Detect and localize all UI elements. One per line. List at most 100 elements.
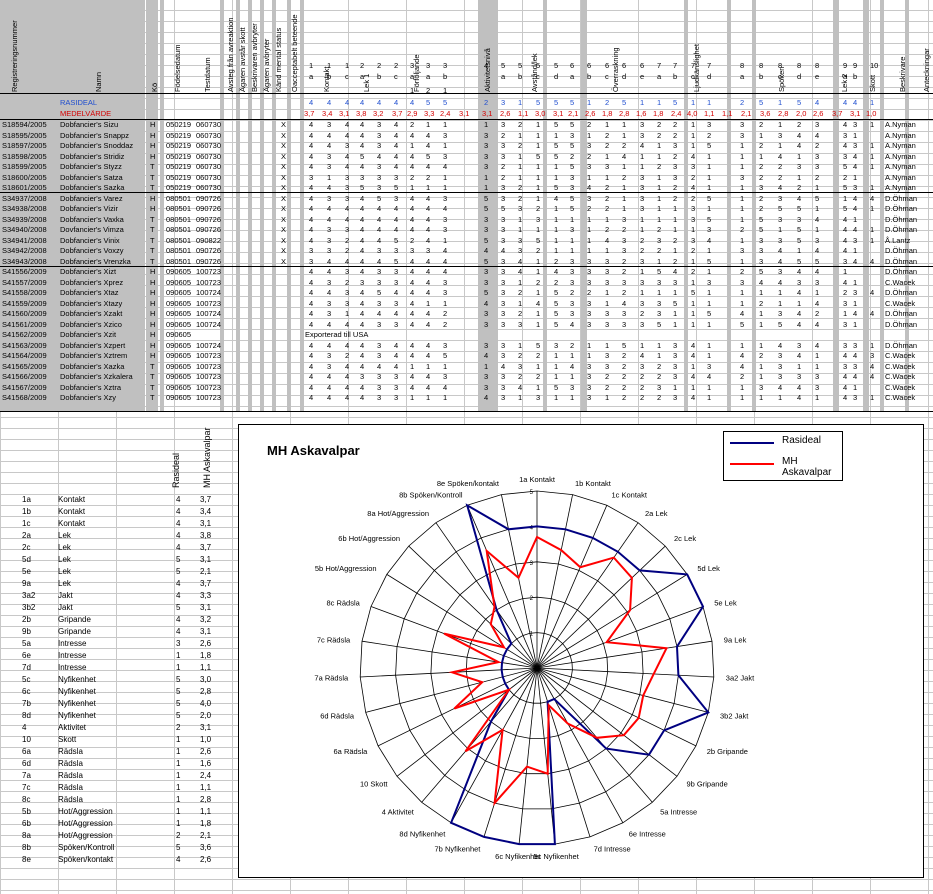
- summary-trait: Nyfikenhet: [58, 699, 96, 708]
- dog-score: 3: [570, 256, 575, 266]
- dog-score: 2: [691, 246, 696, 255]
- grey-column: [272, 0, 276, 412]
- dog-score: 1: [673, 246, 678, 255]
- dog-score: 3: [501, 256, 506, 266]
- summary-mh: 2,6: [200, 855, 212, 864]
- summary-row: 3a2 Jakt 4 3,3: [22, 590, 230, 602]
- dog-test-date: 100723: [196, 361, 222, 371]
- dog-score: 4: [778, 183, 783, 192]
- dog-score: 1: [870, 162, 875, 171]
- dog-score: 4: [360, 246, 365, 255]
- dog-score: 4: [360, 298, 365, 308]
- dog-score: 3: [501, 319, 506, 329]
- dog-score: 4: [870, 256, 875, 266]
- radar-category-label: 1a Kontakt: [519, 475, 556, 484]
- grey-column: [287, 0, 291, 412]
- dog-score: 1: [843, 267, 848, 276]
- dog-score: 4: [410, 151, 415, 161]
- dog-score: 4: [691, 151, 696, 161]
- radar-chart-box[interactable]: MH Askavalpar Rasideal MH Askavalpar 1a …: [238, 424, 924, 878]
- radar-grid-ring: [395, 525, 679, 810]
- dog-score: 3: [309, 172, 314, 182]
- dog-score: 3: [484, 141, 489, 150]
- dog-score: 3: [740, 277, 745, 287]
- dog-score: 4: [870, 361, 875, 371]
- dog-score: 3: [843, 151, 848, 161]
- dog-score: 1: [640, 225, 645, 234]
- summary-row: 3b2 Jakt 5 3,1: [22, 602, 230, 614]
- radar-spoke: [408, 545, 538, 669]
- dog-mental-status: X: [281, 130, 287, 140]
- header-label: Anteckningar: [922, 48, 931, 92]
- dog-name: Dobfancier's Xzit: [60, 330, 117, 339]
- dog-score: 1: [673, 319, 678, 329]
- radar-spoke: [365, 667, 538, 713]
- dog-score: 1: [740, 204, 745, 213]
- dog-score: 3: [587, 141, 592, 150]
- dog-score: 5: [484, 193, 489, 203]
- radar-category-label: 3b2 Jakt: [720, 711, 749, 720]
- grey-column: [727, 0, 731, 412]
- dog-score: 1: [640, 267, 645, 276]
- grey-column: [160, 0, 164, 412]
- dog-score: 4: [394, 309, 399, 318]
- dog-score: 3: [622, 246, 627, 255]
- dog-score: 3: [605, 256, 610, 266]
- grey-column: [752, 0, 756, 412]
- summary-code: 7b: [22, 699, 31, 708]
- summary-code: 2b: [22, 615, 31, 624]
- dog-score: 2: [691, 267, 696, 276]
- dog-score: 1: [484, 361, 489, 371]
- dog-born: 050219: [166, 183, 192, 192]
- summary-mh: 3,8: [200, 531, 212, 540]
- dog-score: 3: [570, 267, 575, 276]
- dog-score: 3: [309, 246, 314, 255]
- dog-score: 3: [815, 120, 820, 129]
- dog-score: 4: [410, 256, 415, 266]
- medel-value: 1,1: [518, 109, 529, 118]
- sub-number: 8: [778, 61, 783, 70]
- dog-score: 3: [484, 309, 489, 318]
- dog-score: 5: [759, 267, 764, 276]
- dog-score: 4: [394, 141, 399, 150]
- dog-score: 3: [640, 130, 645, 140]
- dog-test-date: 090726: [196, 225, 222, 234]
- dog-score: 4: [622, 151, 627, 161]
- dog-score: 3: [778, 267, 783, 276]
- dog-describer: A.Nyman: [885, 151, 916, 161]
- dog-score: 1: [853, 130, 858, 140]
- dog-score: 3: [410, 246, 415, 255]
- summary-trait: Aktivitet: [58, 723, 87, 732]
- dog-score: 3: [536, 393, 541, 402]
- dog-score: 3: [394, 193, 399, 203]
- summary-trait: Kontakt: [58, 495, 86, 504]
- dog-score: 3: [740, 246, 745, 255]
- dog-score: 1: [443, 183, 448, 192]
- dog-test-date: 060730: [196, 183, 222, 192]
- header-label: Testdatum: [203, 57, 212, 92]
- dog-score: 1: [605, 298, 610, 308]
- dog-score: 2: [657, 246, 662, 255]
- sub-letter: c: [394, 72, 398, 81]
- dog-score: 4: [426, 193, 431, 203]
- dog-score: 3: [622, 277, 627, 287]
- dog-test-date: 060730: [196, 151, 222, 161]
- radar-spoke: [518, 667, 538, 845]
- summary-code: 5a: [22, 639, 31, 648]
- dog-score: 3: [843, 319, 848, 329]
- dog-describer: A.Nyman: [885, 162, 916, 171]
- dog-score: 4: [797, 309, 802, 318]
- radar-tick-label: 5: [530, 490, 534, 496]
- dog-score: 4: [377, 361, 382, 371]
- dog-score: 3: [484, 267, 489, 276]
- dog-score: 3: [394, 319, 399, 329]
- dog-score: 5: [673, 298, 678, 308]
- dog-score: 3: [327, 151, 332, 161]
- summary-mh: 3,7: [200, 579, 212, 588]
- sub-letter: d: [707, 72, 712, 81]
- dog-score: 1: [554, 172, 559, 182]
- dog-score: 3: [377, 183, 382, 192]
- dog-score: 3: [640, 172, 645, 182]
- dog-sex: H: [150, 120, 156, 129]
- header-divider: [0, 93, 933, 94]
